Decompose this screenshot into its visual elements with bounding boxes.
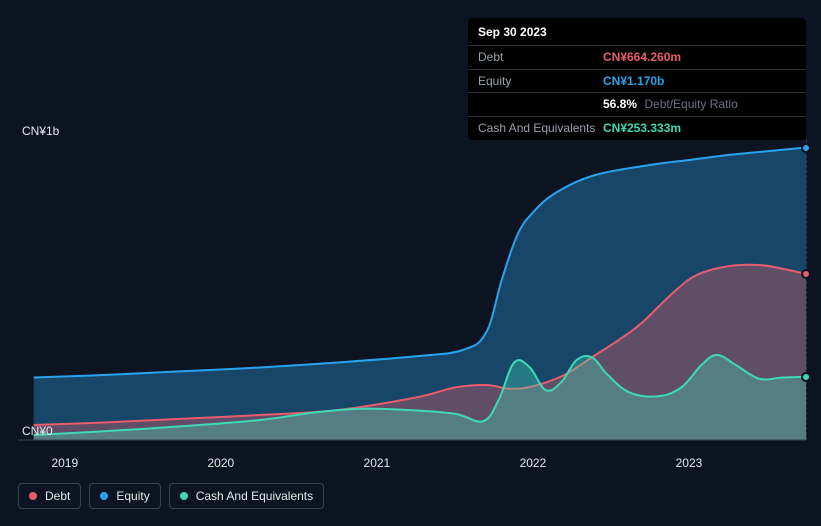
- legend-label: Equity: [116, 489, 149, 503]
- legend-label: Cash And Equivalents: [196, 489, 313, 503]
- end-marker-cash: [801, 372, 811, 382]
- legend-dot-icon: [180, 492, 188, 500]
- tooltip-date: Sep 30 2023: [468, 18, 806, 45]
- y-axis-label: CN¥0: [22, 424, 53, 438]
- x-axis-label: 2022: [520, 456, 547, 470]
- tooltip-panel: Sep 30 2023 DebtCN¥664.260mEquityCN¥1.17…: [468, 18, 806, 140]
- tooltip-row: EquityCN¥1.170b: [468, 69, 806, 93]
- legend-item-debt[interactable]: Debt: [18, 483, 81, 509]
- tooltip-row-label: Cash And Equivalents: [478, 120, 603, 137]
- x-axis-label: 2023: [676, 456, 703, 470]
- chart-container: CN¥0 CN¥1b 2019 2020 2021 2022 2023 Sep 30 20…: [0, 0, 821, 526]
- tooltip-row: Cash And EquivalentsCN¥253.333m: [468, 116, 806, 140]
- legend-dot-icon: [100, 492, 108, 500]
- tooltip-row-value: CN¥253.333m: [603, 120, 796, 137]
- x-axis-label: 2020: [207, 456, 234, 470]
- x-axis-label: 2019: [51, 456, 78, 470]
- legend-item-equity[interactable]: Equity: [89, 483, 160, 509]
- tooltip-row-label: [478, 96, 603, 113]
- tooltip-row-value: 56.8% Debt/Equity Ratio: [603, 96, 796, 113]
- legend-item-cash-and-equivalents[interactable]: Cash And Equivalents: [169, 483, 324, 509]
- tooltip-row: DebtCN¥664.260m: [468, 45, 806, 69]
- legend: Debt Equity Cash And Equivalents: [18, 483, 324, 509]
- legend-dot-icon: [29, 492, 37, 500]
- x-axis-label: 2021: [364, 456, 391, 470]
- tooltip-row-value: CN¥664.260m: [603, 49, 796, 66]
- end-marker-equity: [801, 143, 811, 153]
- end-marker-debt: [801, 269, 811, 279]
- y-axis-label: CN¥1b: [22, 124, 59, 138]
- tooltip-row-label: Debt: [478, 49, 603, 66]
- tooltip-row-label: Equity: [478, 73, 603, 90]
- legend-label: Debt: [45, 489, 70, 503]
- tooltip-row-value: CN¥1.170b: [603, 73, 796, 90]
- tooltip-row: 56.8% Debt/Equity Ratio: [468, 92, 806, 116]
- crosshair-line: [806, 140, 807, 440]
